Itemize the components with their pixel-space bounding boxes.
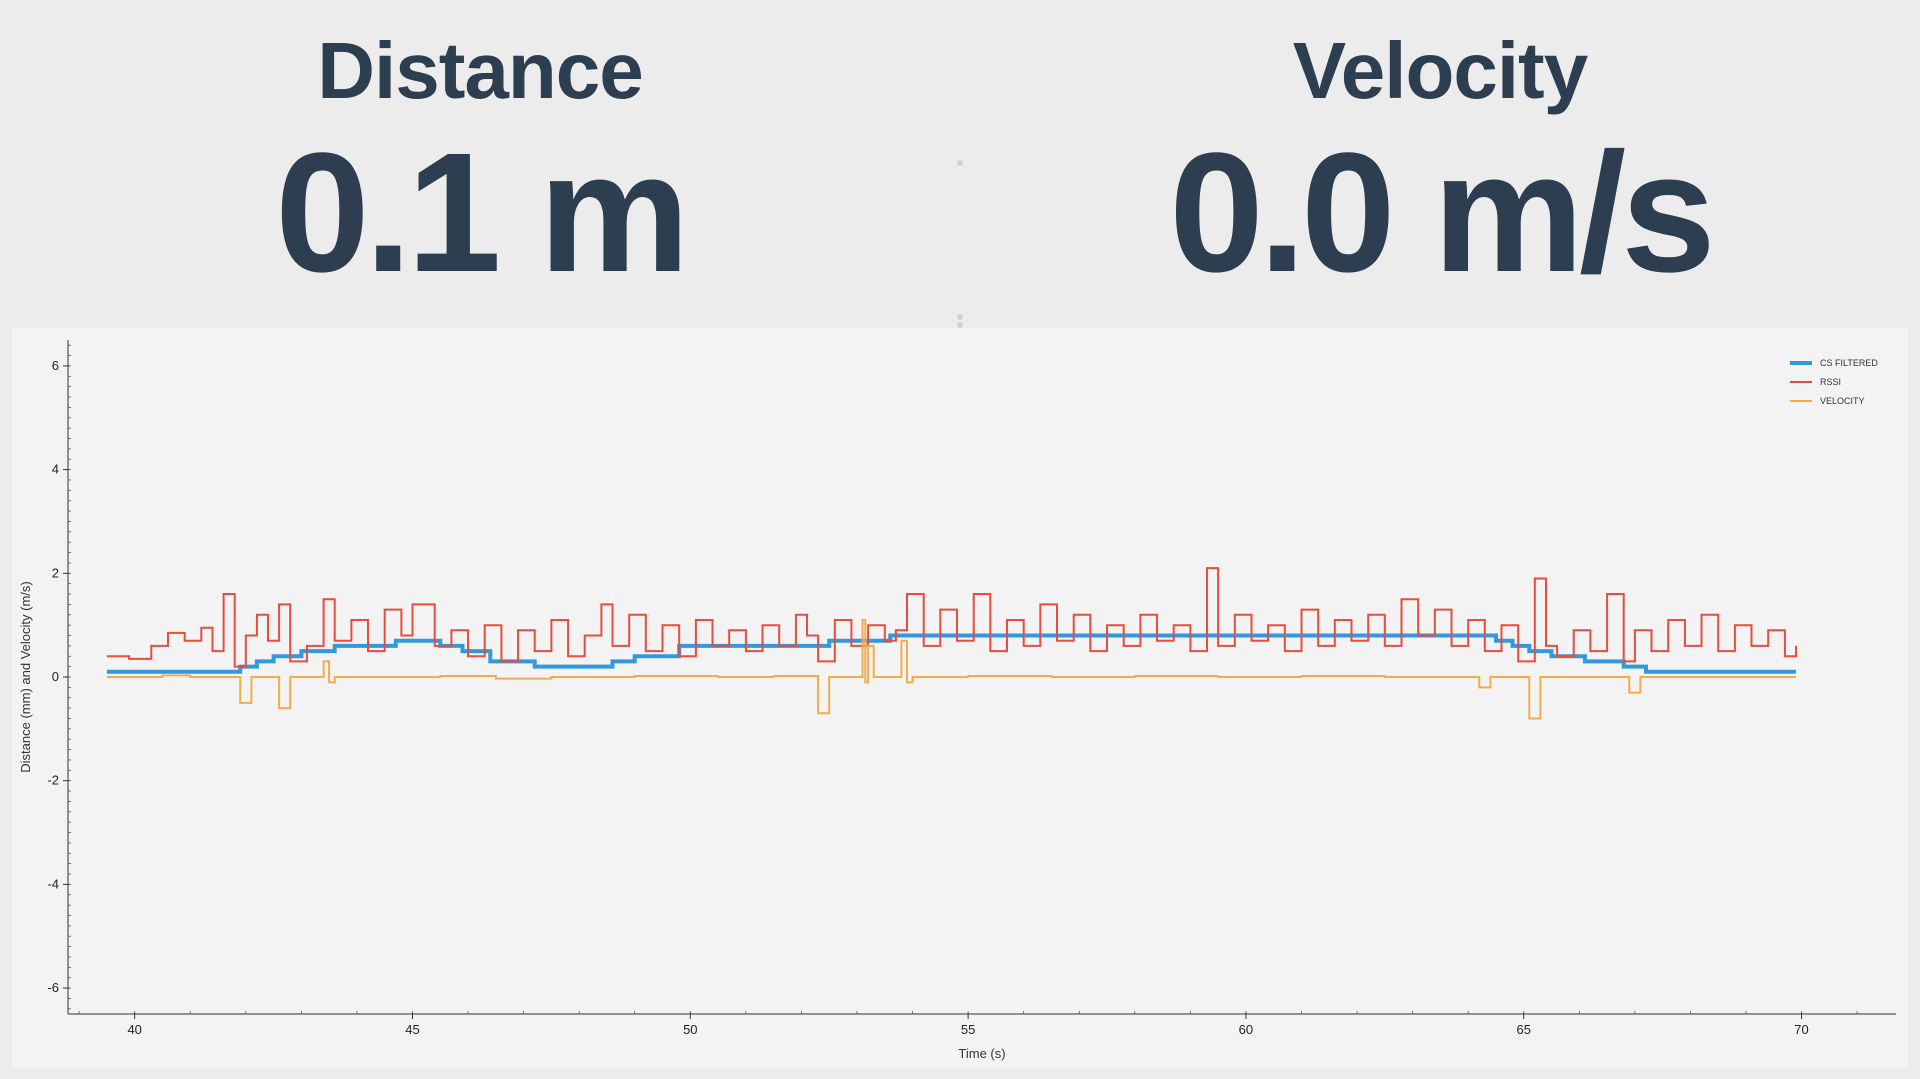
x-axis-title: Time (s) — [958, 1046, 1005, 1061]
distance-value: 0.1 m — [275, 118, 690, 308]
y-tick-label: 4 — [52, 462, 59, 477]
series-line-rssi — [106, 567, 1797, 668]
x-tick-label: 55 — [961, 1022, 975, 1037]
x-tick-label: 50 — [683, 1022, 697, 1037]
x-tick-label: 65 — [1516, 1022, 1530, 1037]
legend-label: VELOCITY — [1820, 396, 1865, 406]
chart-legend: CS FILTERED RSSI VELOCITY — [1790, 358, 1878, 406]
legend-label: RSSI — [1820, 377, 1841, 387]
chart-panel: -6 -4 -2 0 2 4 6 40 45 50 55 60 65 70 CS FILTERED RSSI… — [12, 328, 1908, 1068]
series-line-velocity — [106, 619, 1796, 720]
y-tick-label: -4 — [47, 876, 59, 891]
x-tick-label: 60 — [1239, 1022, 1253, 1037]
vertical-splitter-handle[interactable] — [957, 160, 963, 166]
legend-label: CS FILTERED — [1820, 358, 1878, 368]
velocity-title: Velocity — [1292, 26, 1588, 115]
metrics-header: Distance 0.1 m Velocity 0.0 m/s — [0, 0, 1920, 328]
x-tick-label: 45 — [405, 1022, 419, 1037]
series-line-cs-filtered — [106, 633, 1796, 674]
y-tick-label: 6 — [52, 358, 59, 373]
horizontal-splitter-handle-bottom[interactable] — [957, 322, 963, 328]
x-tick-label: 70 — [1794, 1022, 1808, 1037]
line-chart[interactable]: -6 -4 -2 0 2 4 6 40 45 50 55 60 65 70 CS FILTERED RSSI… — [12, 328, 1908, 1068]
y-axis-title: Distance (mm) and Velocity (m/s) — [18, 581, 33, 772]
chart-series — [106, 567, 1797, 720]
velocity-value: 0.0 m/s — [1169, 118, 1716, 308]
horizontal-splitter-handle-top[interactable] — [957, 314, 963, 320]
y-tick-label: -6 — [47, 980, 59, 995]
y-tick-label: -2 — [47, 773, 59, 788]
y-tick-label: 2 — [52, 565, 59, 580]
chart-axes: -6 -4 -2 0 2 4 6 40 45 50 55 60 65 70 — [47, 340, 1896, 1037]
y-tick-label: 0 — [52, 669, 59, 684]
distance-title: Distance — [317, 26, 643, 115]
x-tick-label: 40 — [127, 1022, 141, 1037]
